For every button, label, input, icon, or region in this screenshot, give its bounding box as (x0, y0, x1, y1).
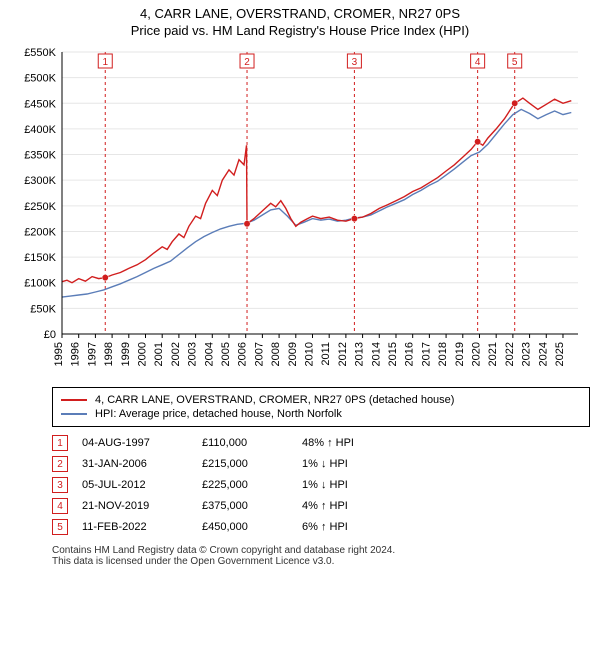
event-row: 2 31-JAN-2006£215,0001% ↓ HPI (52, 456, 590, 472)
x-axis-label: 2018 (437, 342, 449, 366)
event-row-price: £450,000 (202, 521, 302, 533)
chart-title-line2: Price paid vs. HM Land Registry's House … (0, 23, 600, 38)
event-marker (474, 139, 480, 145)
x-axis-label: 1998 (103, 342, 115, 366)
y-axis-label: £200K (24, 226, 56, 238)
y-axis-label: £400K (24, 124, 56, 136)
y-axis-label: £250K (24, 201, 56, 213)
event-row-badge: 5 (52, 519, 68, 535)
footer: Contains HM Land Registry data © Crown c… (52, 545, 590, 567)
chart-title-line1: 4, CARR LANE, OVERSTRAND, CROMER, NR27 0… (0, 6, 600, 21)
event-row-pct: 4% ↑ HPI (302, 500, 402, 512)
subject-series-line (62, 98, 571, 283)
y-axis-label: £300K (24, 175, 56, 187)
event-row-pct: 48% ↑ HPI (302, 437, 402, 449)
event-row-price: £375,000 (202, 500, 302, 512)
y-axis-label: £500K (24, 73, 56, 85)
event-row: 4 21-NOV-2019£375,0004% ↑ HPI (52, 498, 590, 514)
legend-line (61, 413, 87, 415)
x-axis-label: 2025 (554, 342, 566, 366)
event-marker (244, 221, 250, 227)
event-row-date: 21-NOV-2019 (82, 500, 202, 512)
footer-line1: Contains HM Land Registry data © Crown c… (52, 545, 590, 556)
event-row-badge: 4 (52, 498, 68, 514)
x-axis-label: 2005 (220, 342, 232, 366)
x-axis-label: 2006 (237, 342, 249, 366)
event-badge-number: 4 (475, 57, 481, 68)
event-badge-number: 3 (352, 57, 358, 68)
event-table: 1 04-AUG-1997£110,00048% ↑ HPI 2 31-JAN-200… (52, 435, 590, 535)
event-row-pct: 1% ↓ HPI (302, 479, 402, 491)
x-axis-label: 1999 (120, 342, 132, 366)
x-axis-label: 2004 (203, 342, 215, 366)
x-axis-label: 2022 (504, 342, 516, 366)
y-axis-label: £450K (24, 98, 56, 110)
event-row-date: 05-JUL-2012 (82, 479, 202, 491)
x-axis-label: 2021 (487, 342, 499, 366)
x-axis-label: 2008 (270, 342, 282, 366)
chart-area: £0 £50K £100K £150K £200K £250K £300K £350K £400… (10, 44, 590, 379)
event-row-pct: 1% ↓ HPI (302, 458, 402, 470)
event-row-date: 11-FEB-2022 (82, 521, 202, 533)
x-axis-label: 2019 (454, 342, 466, 366)
event-row: 3 05-JUL-2012£225,0001% ↓ HPI (52, 477, 590, 493)
event-row-badge: 3 (52, 477, 68, 493)
event-row: 5 11-FEB-2022£450,0006% ↑ HPI (52, 519, 590, 535)
legend-line (61, 399, 87, 401)
event-row-date: 04-AUG-1997 (82, 437, 202, 449)
legend: 4, CARR LANE, OVERSTRAND, CROMER, NR27 0… (52, 387, 590, 427)
legend-label: HPI: Average price, detached house, Nort… (95, 408, 342, 420)
y-axis-label: £50K (30, 303, 56, 315)
x-axis-label: 2020 (470, 342, 482, 366)
x-axis-label: 2001 (153, 342, 165, 366)
x-axis-label: 1995 (53, 342, 65, 366)
event-row-price: £110,000 (202, 437, 302, 449)
x-axis-label: 2011 (320, 342, 332, 366)
event-badge-number: 1 (102, 57, 108, 68)
event-row-price: £225,000 (202, 479, 302, 491)
event-row-date: 31-JAN-2006 (82, 458, 202, 470)
x-axis-label: 2016 (404, 342, 416, 366)
x-axis-label: 2013 (354, 342, 366, 366)
legend-item: 4, CARR LANE, OVERSTRAND, CROMER, NR27 0… (61, 394, 581, 406)
y-axis-label: £100K (24, 278, 56, 290)
x-axis-label: 2017 (420, 342, 432, 366)
event-row-pct: 6% ↑ HPI (302, 521, 402, 533)
x-axis-label: 2012 (337, 342, 349, 366)
event-marker (351, 215, 357, 221)
y-axis-label: £350K (24, 150, 56, 162)
x-axis-label: 2024 (537, 342, 549, 366)
x-axis-label: 1996 (70, 342, 82, 366)
y-axis-label: £150K (24, 252, 56, 264)
legend-item: HPI: Average price, detached house, Nort… (61, 408, 581, 420)
event-badge-number: 2 (244, 57, 250, 68)
event-row: 1 04-AUG-1997£110,00048% ↑ HPI (52, 435, 590, 451)
x-axis-label: 2002 (170, 342, 182, 366)
event-marker (512, 100, 518, 106)
event-marker (102, 274, 108, 280)
legend-label: 4, CARR LANE, OVERSTRAND, CROMER, NR27 0… (95, 394, 454, 406)
x-axis-label: 2009 (287, 342, 299, 366)
event-badge-number: 5 (512, 57, 518, 68)
y-axis-label: £550K (24, 47, 56, 59)
x-axis-label: 2014 (370, 342, 382, 366)
hpi-series-line (62, 109, 571, 297)
y-axis-label: £0 (44, 329, 56, 341)
x-axis-label: 2003 (187, 342, 199, 366)
event-row-badge: 1 (52, 435, 68, 451)
chart-titles: 4, CARR LANE, OVERSTRAND, CROMER, NR27 0… (0, 0, 600, 38)
event-row-badge: 2 (52, 456, 68, 472)
x-axis-label: 2007 (253, 342, 265, 366)
price-chart: £0 £50K £100K £150K £200K £250K £300K £350K £400… (10, 44, 590, 374)
event-row-price: £215,000 (202, 458, 302, 470)
x-axis-label: 2023 (521, 342, 533, 366)
x-axis-label: 2000 (136, 342, 148, 366)
footer-line2: This data is licensed under the Open Gov… (52, 556, 590, 567)
x-axis-label: 2010 (303, 342, 315, 366)
x-axis-label: 1997 (86, 342, 98, 366)
x-axis-label: 2015 (387, 342, 399, 366)
